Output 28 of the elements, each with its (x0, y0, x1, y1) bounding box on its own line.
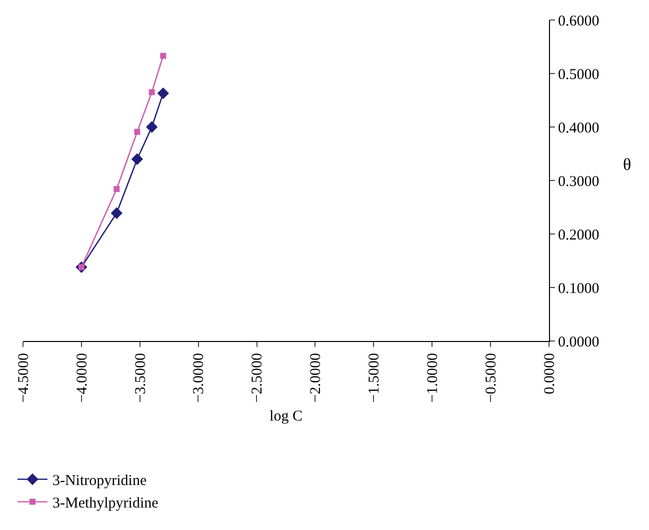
x-tick-label: −0.5000 (483, 353, 500, 403)
x-tick-label: −1.5000 (366, 353, 383, 403)
x-tick-label: −1.0000 (424, 353, 441, 403)
point (114, 186, 120, 192)
y-tick-label: 0.4000 (558, 120, 600, 136)
point (110, 207, 122, 219)
y-tick-label: 0.0000 (558, 334, 600, 350)
point (146, 121, 158, 133)
x-tick-label: −3.0000 (191, 353, 208, 403)
x-tick-label: −4.0000 (74, 353, 90, 403)
y-axis-title: θ (623, 155, 632, 174)
y-tick-label: 0.2000 (558, 227, 600, 244)
point (134, 128, 140, 135)
x-tick-label: −4.5000 (16, 353, 32, 403)
legend-label: 3-Nitropyridine (52, 473, 147, 490)
y-tick-label: 0.3000 (558, 174, 600, 190)
point (160, 52, 166, 59)
y-tick-label: 0.6000 (558, 13, 600, 30)
point (157, 87, 169, 100)
y-tick-label: 0.1000 (558, 280, 600, 297)
point (148, 89, 155, 96)
point (131, 153, 144, 165)
x-tick-label: −3.5000 (132, 353, 149, 403)
legend-label: 3-Methylpyridine (52, 496, 159, 512)
x-tick-label: −2.5000 (250, 353, 266, 403)
x-axis-title: log C (270, 408, 302, 425)
y-tick-label: 0.5000 (558, 66, 600, 83)
x-tick-label: −2.0000 (308, 353, 324, 403)
